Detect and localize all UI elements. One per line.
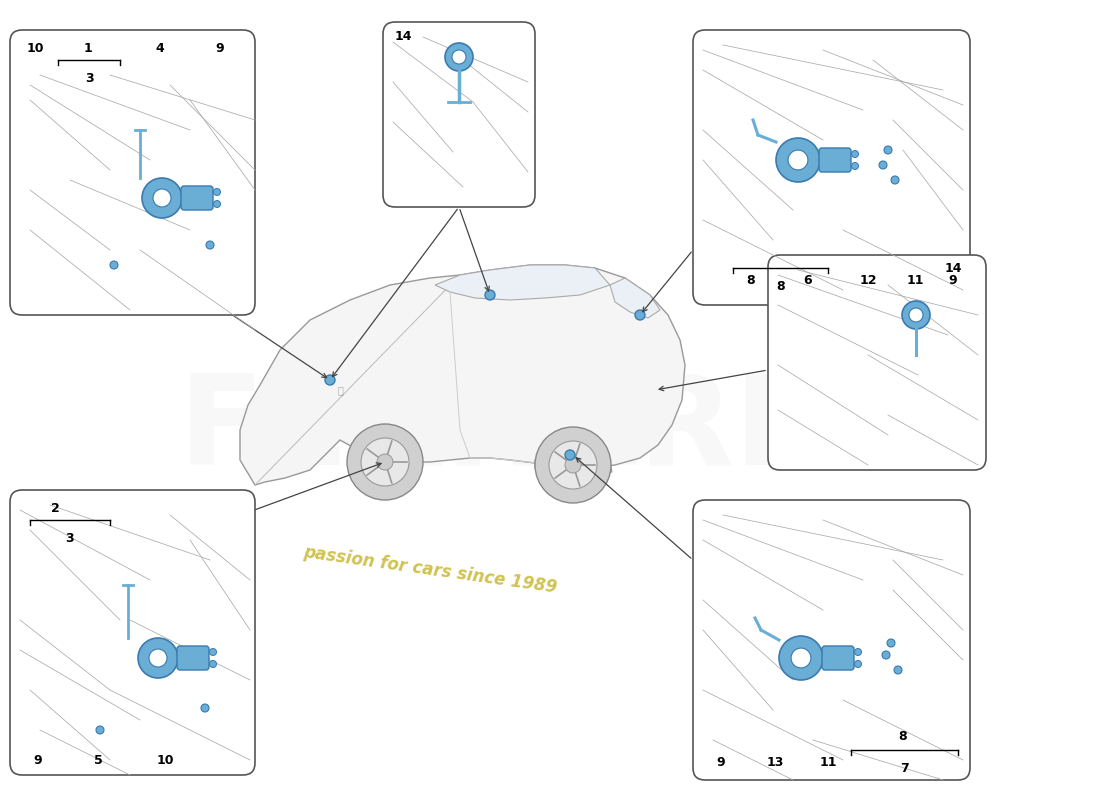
Text: 2: 2 xyxy=(51,502,59,514)
Text: passion for cars since 1989: passion for cars since 1989 xyxy=(301,543,558,597)
Text: 3: 3 xyxy=(85,72,94,85)
Circle shape xyxy=(110,261,118,269)
Circle shape xyxy=(902,301,930,329)
Circle shape xyxy=(213,201,220,207)
Circle shape xyxy=(148,649,167,667)
Circle shape xyxy=(855,661,861,667)
Text: 11: 11 xyxy=(906,274,924,286)
FancyBboxPatch shape xyxy=(383,22,535,207)
Text: 3: 3 xyxy=(66,532,75,545)
Circle shape xyxy=(791,648,811,668)
Polygon shape xyxy=(535,453,612,477)
Circle shape xyxy=(788,150,807,170)
Circle shape xyxy=(142,178,182,218)
Polygon shape xyxy=(350,448,420,472)
FancyBboxPatch shape xyxy=(768,255,986,470)
Text: 9: 9 xyxy=(948,274,957,286)
Text: 8: 8 xyxy=(777,280,784,293)
Circle shape xyxy=(213,189,220,195)
Polygon shape xyxy=(240,265,685,485)
FancyBboxPatch shape xyxy=(10,30,255,315)
Text: 13: 13 xyxy=(767,755,783,769)
Circle shape xyxy=(776,138,820,182)
Circle shape xyxy=(209,661,217,667)
Text: 5: 5 xyxy=(94,754,102,766)
Text: 8: 8 xyxy=(899,730,907,743)
Circle shape xyxy=(884,146,892,154)
Circle shape xyxy=(153,189,170,207)
Text: 🐴: 🐴 xyxy=(337,385,343,395)
Circle shape xyxy=(209,649,217,655)
Text: 1: 1 xyxy=(84,42,92,54)
Circle shape xyxy=(891,176,899,184)
Text: 6: 6 xyxy=(804,274,812,286)
FancyBboxPatch shape xyxy=(693,500,970,780)
Circle shape xyxy=(485,290,495,300)
Circle shape xyxy=(779,636,823,680)
Text: 9: 9 xyxy=(216,42,224,54)
FancyBboxPatch shape xyxy=(820,148,851,172)
Polygon shape xyxy=(610,278,660,318)
Text: 9: 9 xyxy=(34,754,42,766)
Text: 7: 7 xyxy=(900,762,909,775)
Circle shape xyxy=(887,639,895,647)
Circle shape xyxy=(855,649,861,655)
Text: 11: 11 xyxy=(820,755,837,769)
Circle shape xyxy=(851,162,858,170)
Circle shape xyxy=(452,50,466,64)
Text: 12: 12 xyxy=(859,274,877,286)
Text: 10: 10 xyxy=(26,42,44,54)
Circle shape xyxy=(565,450,575,460)
Text: 14: 14 xyxy=(394,30,411,42)
Circle shape xyxy=(324,375,336,385)
FancyBboxPatch shape xyxy=(822,646,854,670)
FancyBboxPatch shape xyxy=(10,490,255,775)
Circle shape xyxy=(206,241,214,249)
FancyBboxPatch shape xyxy=(177,646,209,670)
Circle shape xyxy=(565,457,581,473)
FancyBboxPatch shape xyxy=(693,30,970,305)
FancyBboxPatch shape xyxy=(182,186,213,210)
Circle shape xyxy=(879,161,887,169)
Text: 14: 14 xyxy=(944,262,961,275)
Circle shape xyxy=(635,310,645,320)
Circle shape xyxy=(894,666,902,674)
Text: 4: 4 xyxy=(155,42,164,54)
Circle shape xyxy=(549,441,597,489)
Circle shape xyxy=(446,43,473,71)
Circle shape xyxy=(909,308,923,322)
Circle shape xyxy=(851,150,858,158)
Circle shape xyxy=(535,427,611,503)
Text: 8: 8 xyxy=(747,274,756,286)
Circle shape xyxy=(361,438,409,486)
Circle shape xyxy=(377,454,393,470)
Text: 9: 9 xyxy=(717,755,725,769)
Circle shape xyxy=(201,704,209,712)
Polygon shape xyxy=(434,265,610,300)
Circle shape xyxy=(96,726,104,734)
Text: 10: 10 xyxy=(156,754,174,766)
Circle shape xyxy=(346,424,424,500)
Circle shape xyxy=(138,638,178,678)
Text: FERRARI: FERRARI xyxy=(178,370,781,490)
Circle shape xyxy=(882,651,890,659)
